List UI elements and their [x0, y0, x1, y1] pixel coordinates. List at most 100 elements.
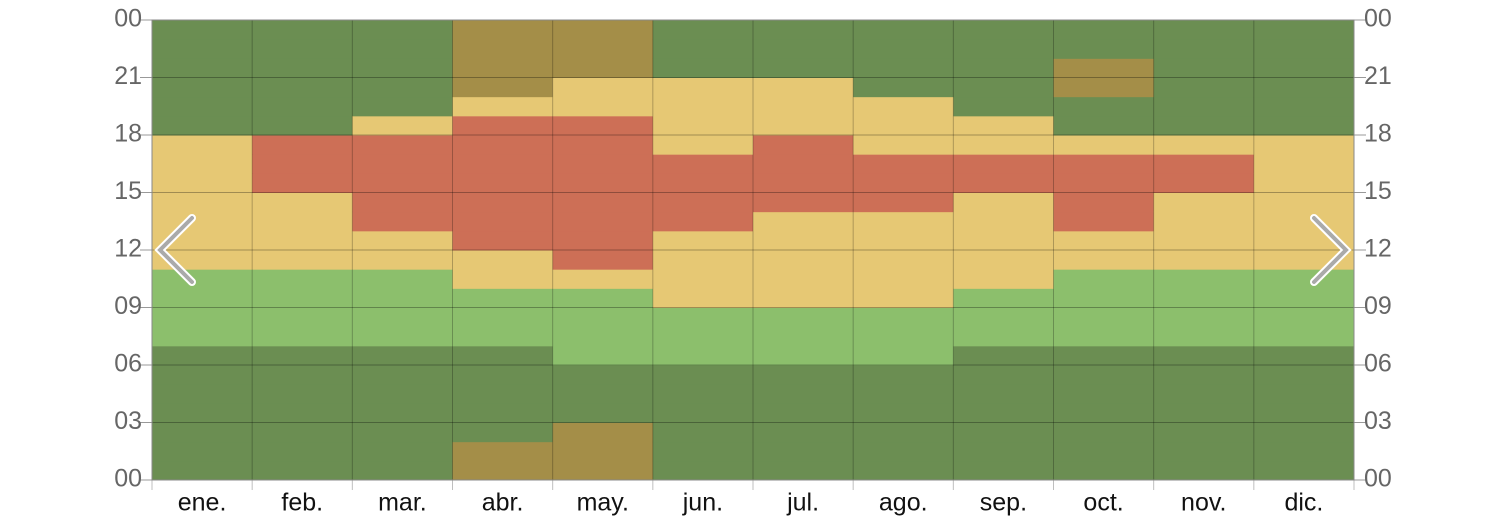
x-tick-label: may.: [577, 489, 629, 517]
cell: [552, 192, 654, 213]
cell: [552, 58, 654, 78]
cell: [1053, 288, 1155, 308]
cell: [352, 422, 453, 443]
cell: [552, 250, 654, 270]
cell: [1053, 326, 1155, 347]
cell: [652, 154, 754, 174]
cell: [1053, 20, 1155, 40]
cell: [652, 250, 754, 270]
cell: [853, 230, 954, 251]
cell: [1153, 192, 1255, 213]
cell: [352, 250, 453, 270]
cell: [853, 135, 954, 155]
cell: [252, 77, 353, 98]
cell: [1253, 326, 1355, 347]
cell: [753, 135, 854, 155]
cell: [1153, 77, 1255, 98]
cell: [452, 20, 554, 40]
cell: [452, 365, 554, 385]
cell: [652, 403, 754, 423]
x-tick-label: feb.: [281, 489, 323, 517]
cell: [1153, 384, 1255, 404]
cell: [1253, 403, 1355, 423]
cell: [1253, 154, 1355, 174]
cell: [953, 230, 1054, 251]
cell: [352, 230, 453, 251]
x-tick-label: abr.: [482, 489, 524, 517]
y-tick-label: 00: [114, 465, 142, 493]
cell: [953, 307, 1054, 328]
cell: [1053, 115, 1155, 136]
cell: [953, 269, 1054, 289]
cell: [252, 384, 353, 404]
cell: [1053, 365, 1155, 385]
cell: [552, 77, 654, 98]
cell: [1253, 460, 1355, 481]
cell: [252, 422, 353, 443]
cell: [352, 288, 453, 308]
cell: [1153, 20, 1255, 40]
overlay: 00 00 03 03 06 06 09 09 12 12 15 15 18 18 21 21 00 00 ene.…: [114, 5, 1392, 517]
cell: [552, 460, 654, 481]
y-tick-label-right: 03: [1364, 407, 1392, 435]
y-tick-label: 03: [114, 407, 142, 435]
x-tick-label: dic.: [1284, 489, 1323, 517]
cell: [152, 365, 253, 385]
cell: [352, 192, 453, 213]
cell: [953, 39, 1054, 59]
cell: [252, 154, 353, 174]
cell: [853, 154, 954, 174]
x-tick-label: nov.: [1181, 489, 1226, 517]
cell: [1253, 441, 1355, 462]
cell: [1053, 39, 1155, 59]
cell: [152, 441, 253, 462]
x-tick-label: mar.: [378, 489, 427, 517]
y-tick-label-right: 00: [1364, 5, 1392, 33]
cell: [552, 345, 654, 366]
cell: [352, 96, 453, 117]
cell: [1253, 135, 1355, 155]
cell: [953, 20, 1054, 40]
cell: [452, 288, 554, 308]
cell: [452, 58, 554, 78]
cell: [853, 269, 954, 289]
cell: [1053, 211, 1155, 232]
cell: [1053, 384, 1155, 404]
cell: [753, 365, 854, 385]
y-tick-label: 09: [114, 292, 142, 320]
cell: [352, 345, 453, 366]
cell: [953, 192, 1054, 213]
cell: [953, 135, 1054, 155]
cell: [652, 135, 754, 155]
cell: [1053, 460, 1155, 481]
cell: [753, 441, 854, 462]
cell: [252, 211, 353, 232]
cell: [1253, 192, 1355, 213]
cell: [753, 403, 854, 423]
cell: [1253, 345, 1355, 366]
cell: [452, 192, 554, 213]
cell: [1153, 96, 1255, 117]
cell: [652, 365, 754, 385]
cell: [1253, 77, 1355, 98]
cell: [352, 365, 453, 385]
cell: [552, 441, 654, 462]
next-arrow-line: [1312, 216, 1349, 284]
y-tick-label: 06: [114, 350, 142, 378]
cell: [552, 115, 654, 136]
cell: [753, 20, 854, 40]
y-tick-label: 12: [114, 235, 142, 263]
cell: [953, 115, 1054, 136]
cell: [953, 422, 1054, 443]
cell: [1153, 460, 1255, 481]
x-tick-label: oct.: [1083, 489, 1123, 517]
cell: [552, 39, 654, 59]
cell: [853, 211, 954, 232]
cell: [352, 460, 453, 481]
cell: [753, 39, 854, 59]
cell: [452, 115, 554, 136]
cell: [753, 345, 854, 366]
y-tick-label-right: 21: [1364, 62, 1392, 90]
